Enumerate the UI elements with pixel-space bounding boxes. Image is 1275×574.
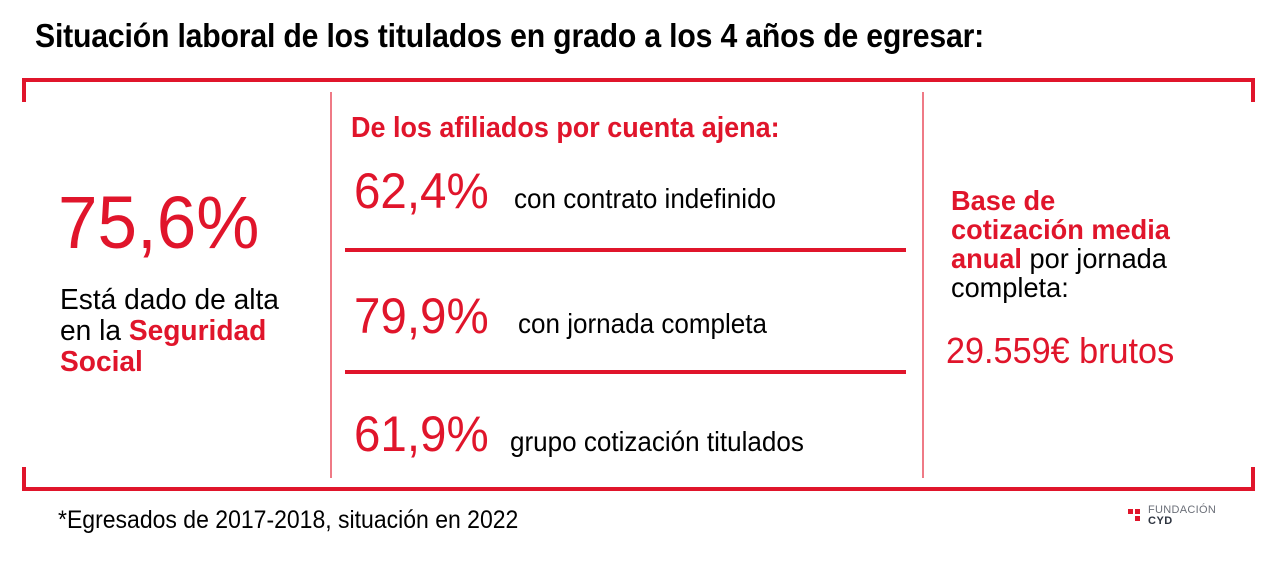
description-prefix: en la — [60, 315, 129, 347]
stat-label: con jornada completa — [517, 308, 767, 339]
stat-value: 61,9% — [354, 406, 489, 462]
description-line-1: Está dado de alta — [60, 284, 279, 316]
base-line-3-rest: por jornada — [1021, 243, 1167, 274]
stat-value: 62,4% — [354, 163, 489, 219]
description-highlight-seguridad: Seguridad — [128, 315, 267, 347]
column-divider-left — [330, 92, 332, 478]
stat-value: 79,9% — [354, 288, 489, 344]
base-line-2: cotización media — [951, 214, 1170, 245]
base-line-4: completa: — [951, 272, 1069, 303]
base-highlight-anual: anual — [951, 243, 1022, 274]
stat-row-contrato: 62,4% con contrato indefinido — [354, 166, 796, 216]
frame-bottom-line — [22, 487, 1255, 491]
frame-top-left-tick — [22, 78, 26, 102]
column-divider-right — [922, 92, 924, 478]
base-line-3: anual por jornada — [951, 244, 1170, 273]
affiliates-heading: De los afiliados por cuenta ajena: — [351, 112, 780, 144]
stat-separator-2 — [345, 370, 906, 374]
footer-note: *Egresados de 2017-2018, situación en 20… — [58, 506, 519, 534]
stat-label: con contrato indefinido — [513, 183, 776, 214]
logo-text-fundacion: FUNDACIÓN — [1148, 504, 1217, 516]
page-title: Situación laboral de los titulados en gr… — [35, 17, 985, 54]
base-line-1: Base de — [951, 185, 1056, 216]
base-cotizacion-amount: 29.559€ brutos — [946, 330, 1175, 371]
base-cotizacion-description: Base de cotización media anual por jorna… — [951, 186, 1170, 302]
stat-row-jornada: 79,9% con jornada completa — [354, 291, 786, 341]
frame-bottom-right-tick — [1251, 467, 1255, 491]
seguridad-social-percentage: 75,6% — [58, 181, 260, 264]
description-line-2: en la Seguridad — [60, 316, 279, 347]
fundacion-cyd-logo: FUNDACIÓN CYD — [1128, 504, 1238, 527]
stat-label: grupo cotización titulados — [509, 426, 804, 457]
stat-separator-1 — [345, 248, 906, 252]
description-highlight-social: Social — [60, 346, 143, 378]
stat-row-grupo: 61,9% grupo cotización titulados — [354, 409, 826, 459]
frame-top-right-tick — [1251, 78, 1255, 102]
frame-top-line — [22, 78, 1255, 82]
seguridad-social-description: Está dado de alta en la Seguridad Social — [60, 285, 279, 378]
frame-bottom-left-tick — [22, 467, 26, 491]
logo-text-cyd: CYD — [1148, 515, 1173, 527]
